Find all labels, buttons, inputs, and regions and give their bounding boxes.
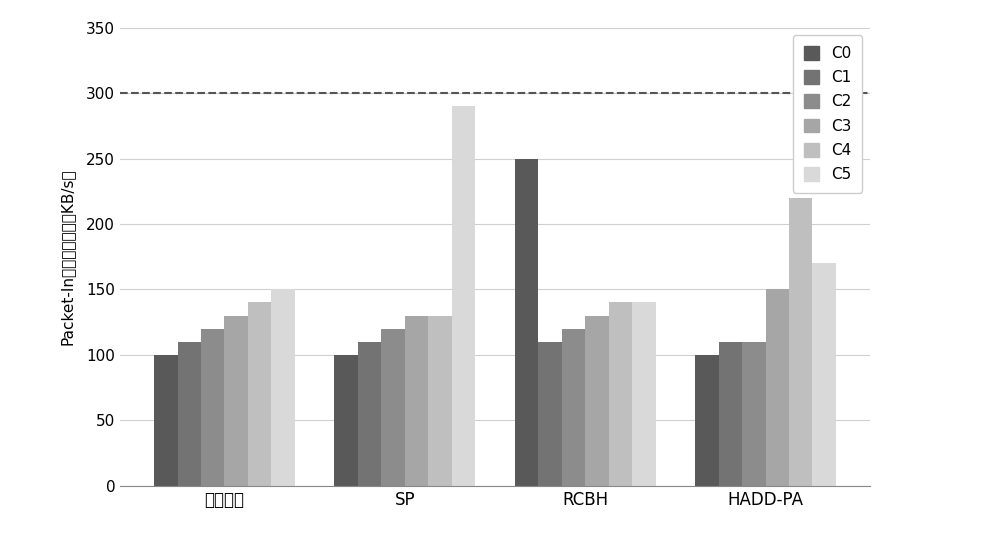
Bar — [719, 342, 742, 486]
Bar — [538, 342, 562, 486]
Bar — [695, 355, 719, 486]
Bar — [766, 289, 789, 486]
Bar — [789, 198, 812, 486]
Bar — [248, 302, 271, 486]
Bar — [812, 263, 836, 486]
Bar — [201, 328, 224, 486]
Bar — [585, 316, 609, 486]
Bar — [381, 328, 405, 486]
Bar — [562, 328, 585, 486]
Bar — [334, 355, 358, 486]
Bar — [224, 316, 248, 486]
Bar — [742, 342, 766, 486]
Bar — [428, 316, 452, 486]
Legend: C0, C1, C2, C3, C4, C5: C0, C1, C2, C3, C4, C5 — [793, 35, 862, 193]
Bar — [358, 342, 381, 486]
Bar — [609, 302, 632, 486]
Bar — [452, 106, 475, 486]
Bar — [178, 342, 201, 486]
Y-axis label: Packet-In消息到达速率（KB/s）: Packet-In消息到达速率（KB/s） — [60, 168, 75, 345]
Bar — [154, 355, 178, 486]
Bar — [632, 302, 656, 486]
Bar — [405, 316, 428, 486]
Bar — [515, 158, 538, 486]
Bar — [271, 289, 295, 486]
